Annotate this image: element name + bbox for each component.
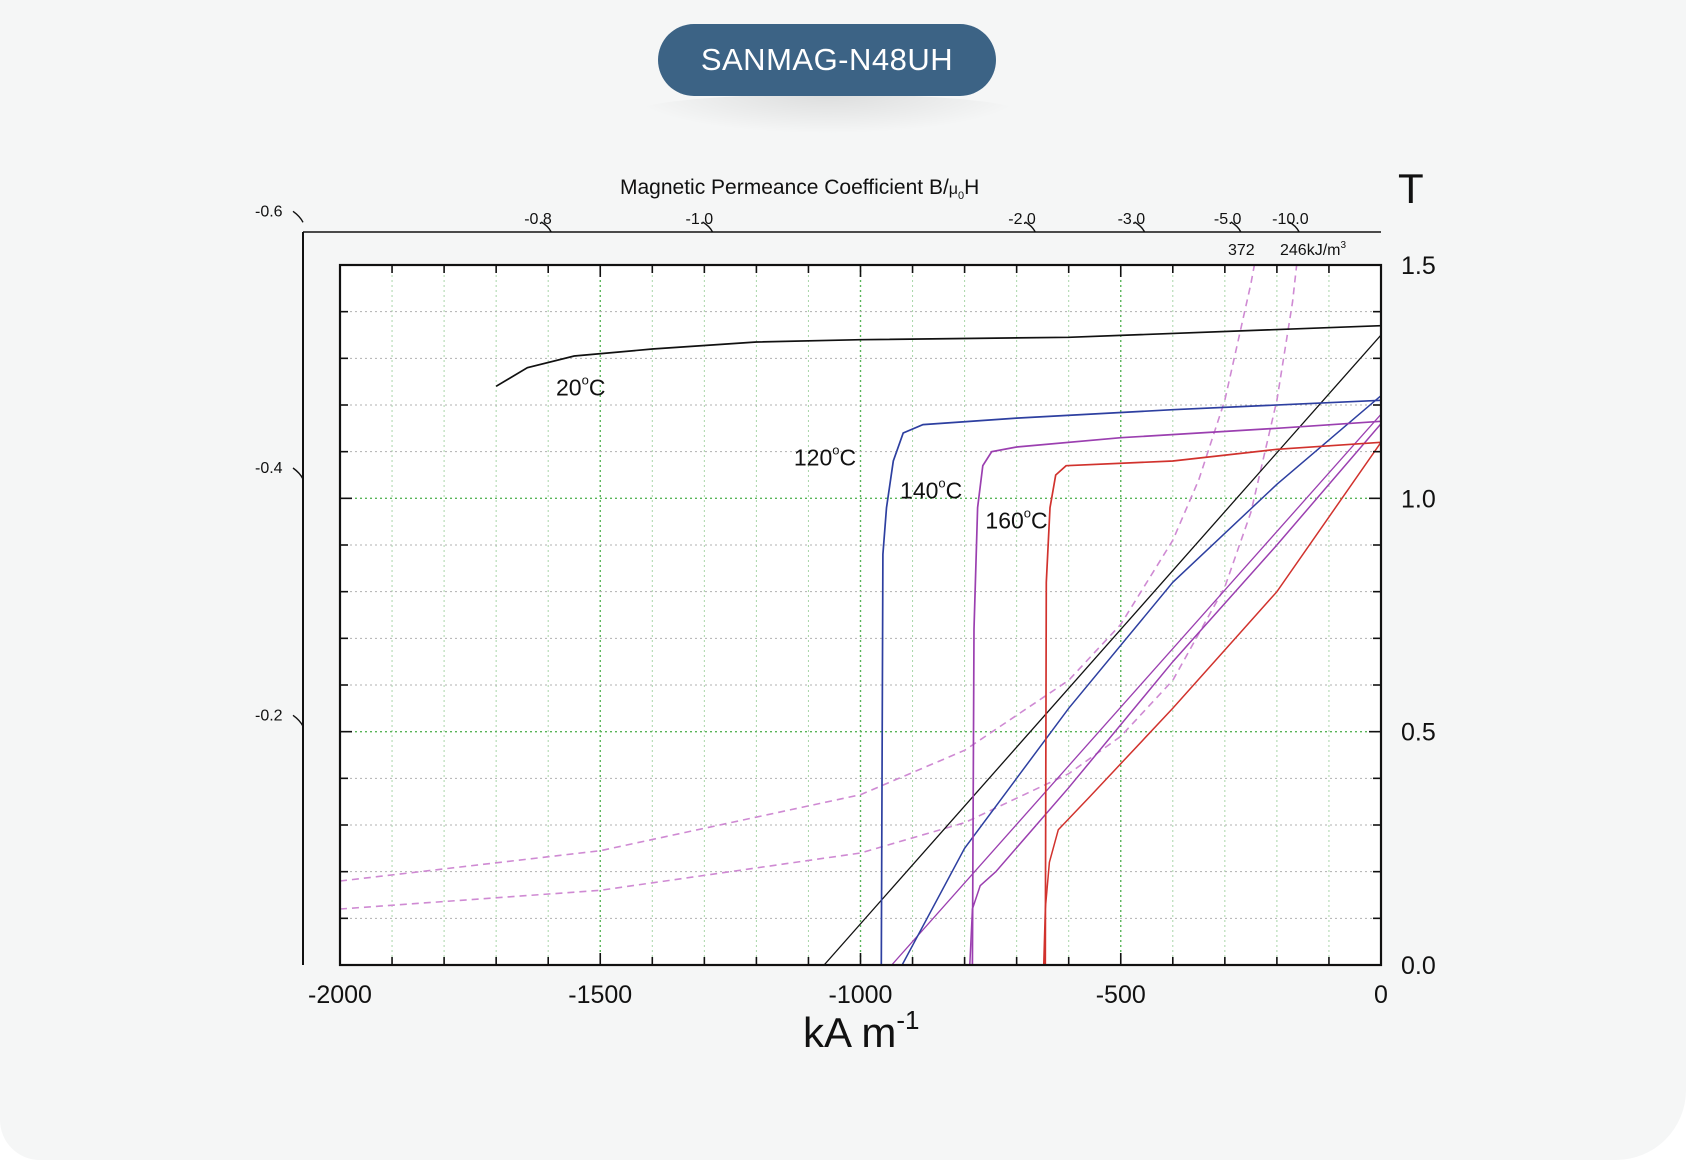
permeance-top-tick xyxy=(1134,221,1146,233)
permeance-top-tick-label: -0.8 xyxy=(524,211,552,228)
series-label-unit: C xyxy=(589,375,606,401)
series-label-degree: o xyxy=(582,373,589,388)
series-label-unit: C xyxy=(839,445,856,471)
series-label-degree: o xyxy=(832,443,839,458)
energy-label-sup: 3 xyxy=(1340,240,1346,251)
title-shadow xyxy=(630,94,1026,134)
intrinsic-curve-line xyxy=(1044,441,1381,965)
permeance-left-tick xyxy=(292,714,304,727)
permeance-top-tick xyxy=(1288,221,1300,233)
permeance-left-tick xyxy=(292,210,304,223)
grid xyxy=(339,264,1382,966)
title-badge: SANMAG-N48UH xyxy=(658,24,996,96)
labels: -0.8 -1.0 -2.0 -3.0 -5.0 -10.0-0.6-0.4-0.2Mag… xyxy=(255,165,1436,1056)
permeance-top-tick-label: -1.0 xyxy=(686,211,714,228)
permeance-top-tick xyxy=(702,221,714,233)
series-label: 140oC xyxy=(900,475,962,503)
series-label-unit: C xyxy=(946,477,963,503)
series-label: 160oC xyxy=(985,506,1047,534)
series-label-value: 140 xyxy=(900,477,938,503)
series-label: 20oC xyxy=(556,373,605,401)
normal-curve-line xyxy=(1042,441,1381,965)
permeance-top-tick-label: -10.0 xyxy=(1272,211,1309,228)
curves xyxy=(340,265,1381,965)
load-line xyxy=(823,334,1381,965)
series-label-degree: o xyxy=(1024,506,1031,521)
series-label-value: 20 xyxy=(556,375,582,401)
y-tick-label: 0.5 xyxy=(1401,719,1436,747)
x-axis-label-sup: -1 xyxy=(896,1005,919,1035)
energy-label-372: 372 xyxy=(1228,242,1255,259)
series-label-value: 120 xyxy=(794,445,832,471)
series-label-value: 160 xyxy=(985,508,1023,534)
x-tick-label: -2000 xyxy=(308,981,372,1009)
permeance-top-tick xyxy=(1230,221,1242,233)
permeance-left-tick-label: -0.2 xyxy=(255,707,283,724)
x-tick-label: -1500 xyxy=(568,981,632,1009)
permeance-left-tick-label: -0.6 xyxy=(255,203,283,220)
intrinsic-curve-line xyxy=(971,420,1381,965)
energy-curve-line xyxy=(340,265,1256,882)
x-axis-label: kA m-1 xyxy=(803,1005,919,1056)
intrinsic-curve-line xyxy=(880,399,1381,965)
x-tick-label: 0 xyxy=(1374,981,1388,1009)
y-tick-label: 1.0 xyxy=(1401,485,1436,513)
intrinsic-curve-line xyxy=(495,324,1381,388)
plot-frame xyxy=(292,210,1383,967)
y-tick-label: 1.5 xyxy=(1401,252,1436,280)
permeance-top-tick-label: -2.0 xyxy=(1008,211,1036,228)
energy-label-246: 246kJ/m3 xyxy=(1280,240,1346,259)
series-label-degree: o xyxy=(938,475,945,490)
permeance-axis-title-end: H xyxy=(964,176,979,199)
normal-curve-line xyxy=(901,395,1381,965)
series-label-unit: C xyxy=(1031,508,1048,534)
permeance-axis-title-main: Magnetic Permeance Coefficient B/ xyxy=(620,176,949,199)
y-axis-unit-label: T xyxy=(1398,165,1424,212)
permeance-axis-title-mu: μ xyxy=(949,181,958,198)
series-label: 120oC xyxy=(794,443,856,471)
permeance-top-tick-label: -5.0 xyxy=(1214,211,1242,228)
permeance-top-tick-label: -3.0 xyxy=(1118,211,1146,228)
permeance-top-tick xyxy=(1024,221,1036,233)
y-tick-label: 0.0 xyxy=(1401,952,1436,980)
permeance-left-tick xyxy=(292,467,304,480)
permeance-axis-title: Magnetic Permeance Coefficient B/μ0H xyxy=(620,176,979,202)
permeance-top-tick xyxy=(540,221,552,233)
x-tick-label: -1000 xyxy=(829,981,893,1009)
permeance-axis-title-sub: 0 xyxy=(958,190,964,202)
energy-curve-line xyxy=(340,265,1298,910)
x-tick-label: -500 xyxy=(1096,981,1146,1009)
page-title: SANMAG-N48UH xyxy=(658,24,996,96)
permeance-left-tick-label: -0.4 xyxy=(255,460,283,477)
normal-curve-line xyxy=(969,423,1381,965)
